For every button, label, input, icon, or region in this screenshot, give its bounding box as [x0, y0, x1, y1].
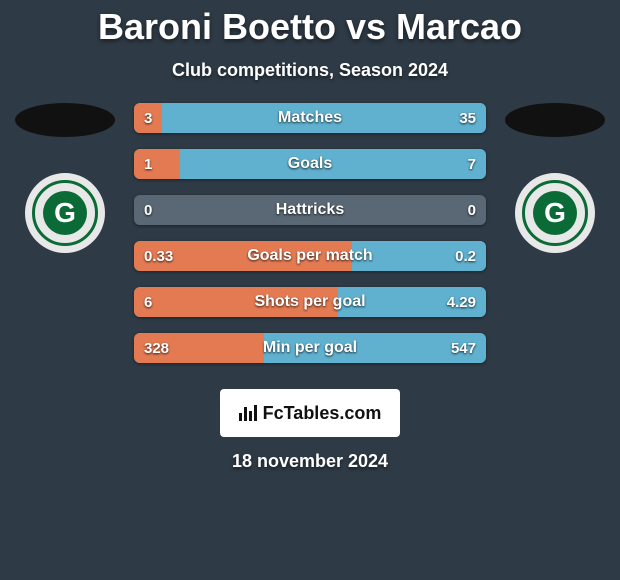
stat-label: Goals per match: [134, 241, 486, 271]
stat-label: Shots per goal: [134, 287, 486, 317]
left-player-column: G: [10, 103, 120, 253]
club-badge-right: G: [515, 173, 595, 253]
page-title: Baroni Boetto vs Marcao: [0, 0, 620, 48]
brand-label: FcTables.com: [263, 403, 382, 424]
club-badge-left-initial: G: [43, 191, 87, 235]
stat-label: Matches: [134, 103, 486, 133]
stat-label: Min per goal: [134, 333, 486, 363]
stat-label: Goals: [134, 149, 486, 179]
stat-row: 00Hattricks: [134, 195, 486, 225]
stat-row: 335Matches: [134, 103, 486, 133]
page: Baroni Boetto vs Marcao Club competition…: [0, 0, 620, 580]
club-badge-right-ring: G: [522, 180, 588, 246]
page-subtitle: Club competitions, Season 2024: [0, 60, 620, 81]
date-label: 18 november 2024: [0, 451, 620, 472]
stat-label: Hattricks: [134, 195, 486, 225]
player-left-avatar: [15, 103, 115, 137]
club-badge-right-initial: G: [533, 191, 577, 235]
brand-logo: FcTables.com: [220, 389, 400, 437]
player-right-avatar: [505, 103, 605, 137]
club-badge-left: G: [25, 173, 105, 253]
main-area: G 335Matches 17Goals 00Hattricks 0.330.2Goa…: [0, 103, 620, 379]
stat-row: 328547Min per goal: [134, 333, 486, 363]
stat-row: 64.29Shots per goal: [134, 287, 486, 317]
stat-bars: 335Matches 17Goals 00Hattricks 0.330.2Goals…: [120, 103, 500, 379]
right-player-column: G: [500, 103, 610, 253]
stat-row: 0.330.2Goals per match: [134, 241, 486, 271]
chart-icon: [239, 405, 257, 421]
club-badge-left-ring: G: [32, 180, 98, 246]
stat-row: 17Goals: [134, 149, 486, 179]
